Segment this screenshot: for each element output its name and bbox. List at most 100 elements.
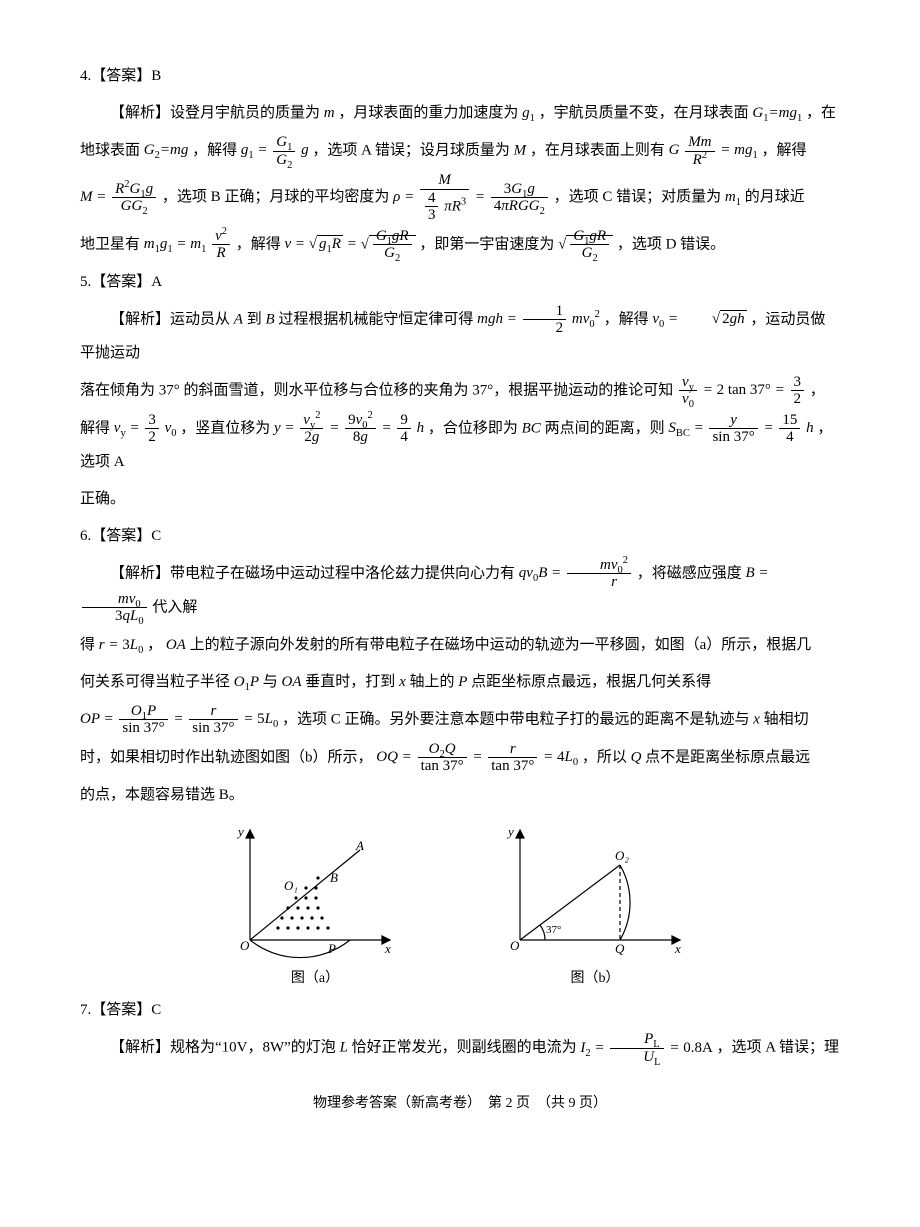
q6-explain-2: 得 r = 3L0 ， OA 上的粒子源向外发射的所有带电粒子在磁场中运动的轨迹… bbox=[80, 629, 840, 662]
svg-text:37°: 37° bbox=[546, 924, 561, 936]
t: ，选项 A 错误；理 bbox=[717, 1040, 840, 1056]
t: 轴相切 bbox=[764, 711, 809, 727]
eq-v0: v0 = √2gh bbox=[652, 311, 746, 327]
svg-text:O₁: O₁ bbox=[284, 878, 298, 893]
eq-mgh: mgh = 12 mv02 bbox=[477, 311, 600, 327]
eq-m1g1: m1g1 = m1 v2R bbox=[144, 236, 232, 252]
t: ，在 bbox=[806, 105, 836, 121]
figure-a-caption: 图（a） bbox=[230, 964, 400, 995]
t: ， bbox=[810, 382, 825, 398]
figure-a: O x y P A B O₁ 图（a） bbox=[230, 820, 400, 995]
page-footer: 物理参考答案（新高考卷） 第 2 页 （共 9 页） bbox=[80, 1089, 840, 1120]
q4-explain-1: 【解析】设登月宇航员的质量为 m ，月球表面的重力加速度为 g1 ，宇航员质量不… bbox=[80, 97, 840, 130]
sym-OA2: OA bbox=[282, 674, 302, 690]
t: ，宇航员质量不变，在月球表面 bbox=[539, 105, 749, 121]
sym-x2: x bbox=[753, 711, 760, 727]
sym-g1: g1 bbox=[522, 105, 535, 121]
q5-explain-1: 【解析】运动员从 A 到 B 过程根据机械能守恒定律可得 mgh = 12 mv… bbox=[80, 303, 840, 370]
t: 过程根据机械能守恒定律可得 bbox=[278, 311, 473, 327]
svg-text:O: O bbox=[510, 938, 520, 953]
t: 解得 bbox=[80, 420, 110, 436]
t: ，将磁感应强度 bbox=[637, 565, 742, 581]
eq-vy: vy = 32 v0 bbox=[114, 420, 177, 436]
t: ，选项 C 错误；对质量为 bbox=[554, 189, 722, 205]
t: 【解析】设登月宇航员的质量为 bbox=[110, 105, 320, 121]
eq-OQ: OQ = O2Qtan 37° = rtan 37° = 4L0 bbox=[376, 749, 578, 765]
t: 轴上的 bbox=[409, 674, 454, 690]
t: ，即第一宇宙速度为 bbox=[419, 236, 554, 252]
q7-explain-1: 【解析】规格为“10V，8W”的灯泡 L 恰好正常发光，则副线圈的电流为 I2 … bbox=[80, 1031, 840, 1065]
t: ，选项 B 正确；月球的平均密度为 bbox=[162, 189, 390, 205]
eq: G2=mg bbox=[144, 142, 189, 158]
t: 【解析】带电粒子在磁场中运动过程中洛伦兹力提供向心力有 bbox=[110, 565, 515, 581]
svg-text:B: B bbox=[330, 870, 338, 885]
svg-text:O₂: O₂ bbox=[615, 848, 629, 863]
q6-explain-5: 时，如果相切时作出轨迹图如图（b）所示， OQ = O2Qtan 37° = r… bbox=[80, 741, 840, 775]
svg-text:y: y bbox=[236, 824, 244, 839]
eq-g1: g1 = G1G2 g bbox=[241, 142, 309, 158]
sym-P: P bbox=[458, 674, 467, 690]
eq-M: M = R2G1gGG2 bbox=[80, 189, 158, 205]
sym-x: x bbox=[399, 674, 406, 690]
t: 与 bbox=[263, 674, 278, 690]
q5-explain-4: 正确。 bbox=[80, 483, 840, 516]
sym-BC: BC bbox=[522, 420, 541, 436]
eq-GMm: G MmR2 = mg1 bbox=[669, 142, 758, 158]
t: 两点间的距离，则 bbox=[545, 420, 665, 436]
sym-M: M bbox=[514, 142, 527, 158]
eq-SBC: SBC = ysin 37° = 154 h bbox=[668, 420, 813, 436]
t: 到 bbox=[247, 311, 262, 327]
t: 得 bbox=[80, 637, 95, 653]
t: ，选项 C 正确。另外要注意本题中带电粒子打的最远的距离不是轨迹与 bbox=[282, 711, 750, 727]
t: 落在倾角为 37° 的斜面雪道，则水平位移与合位移的夹角为 37°，根据平抛运动… bbox=[80, 382, 673, 398]
sym-L: L bbox=[340, 1040, 348, 1056]
t: ，解得 bbox=[761, 142, 806, 158]
q6-explain-6: 的点，本题容易错选 B。 bbox=[80, 779, 840, 812]
sym-OA: OA bbox=[166, 637, 186, 653]
t: ，竖直位移为 bbox=[180, 420, 270, 436]
q5-explain-2: 落在倾角为 37° 的斜面雪道，则水平位移与合位移的夹角为 37°，根据平抛运动… bbox=[80, 374, 840, 408]
svg-text:P: P bbox=[327, 941, 336, 956]
eq-v1: √G1gRG2 bbox=[558, 236, 613, 252]
t: 点距坐标原点最远，根据几何关系得 bbox=[471, 674, 711, 690]
sym-m1: m1 bbox=[725, 189, 741, 205]
figure-b: O x y Q O₂ 37° 图（b） bbox=[500, 820, 690, 995]
eq-v: v = √g1R = √G1gRG2 bbox=[285, 236, 416, 252]
t: 【解析】运动员从 bbox=[110, 311, 230, 327]
t: 地球表面 bbox=[80, 142, 140, 158]
eq-vyv0: vyv0 = 2 tan 37° = 32 bbox=[677, 382, 806, 398]
svg-text:x: x bbox=[384, 941, 391, 956]
eq-I2: I2 = PLUL = 0.8A bbox=[580, 1040, 712, 1056]
figure-row: O x y P A B O₁ 图（a） O x y Q bbox=[80, 820, 840, 995]
svg-text:x: x bbox=[674, 941, 681, 956]
eq-r: r = 3L0 bbox=[99, 637, 144, 653]
sym-A: A bbox=[234, 311, 243, 327]
t: 的月球近 bbox=[745, 189, 805, 205]
t: ，解得 bbox=[236, 236, 281, 252]
svg-text:A: A bbox=[355, 838, 364, 853]
t: 时，如果相切时作出轨迹图如图（b）所示， bbox=[80, 749, 373, 765]
t: ，所以 bbox=[582, 749, 627, 765]
q4-answer: 4.【答案】B bbox=[80, 60, 840, 93]
t: ， bbox=[147, 637, 162, 653]
sym-B: B bbox=[265, 311, 274, 327]
q6-explain-3: 何关系可得当粒子半径 O1P 与 OA 垂直时，打到 x 轴上的 P 点距坐标原… bbox=[80, 666, 840, 699]
t: 【解析】规格为“10V，8W”的灯泡 bbox=[110, 1040, 336, 1056]
svg-text:y: y bbox=[506, 824, 514, 839]
q5-explain-3: 解得 vy = 32 v0 ，竖直位移为 y = vy22g = 9v028g … bbox=[80, 412, 840, 479]
q7-answer: 7.【答案】C bbox=[80, 994, 840, 1027]
t: ，月球表面的重力加速度为 bbox=[338, 105, 518, 121]
q5-answer: 5.【答案】A bbox=[80, 266, 840, 299]
t: ，选项 A 错误；设月球质量为 bbox=[312, 142, 510, 158]
sym-O1P: O1P bbox=[234, 674, 259, 690]
q6-answer: 6.【答案】C bbox=[80, 520, 840, 553]
eq-rho: ρ = M43 πR3 = 3G1g4πRGG2 bbox=[393, 189, 550, 205]
q4-explain-2: 地球表面 G2=mg ，解得 g1 = G1G2 g ，选项 A 错误；设月球质… bbox=[80, 134, 840, 168]
eq-OP: OP = O1Psin 37° = rsin 37° = 5L0 bbox=[80, 711, 278, 727]
eq: G1=mg1 bbox=[752, 105, 802, 121]
q6-explain-1: 【解析】带电粒子在磁场中运动过程中洛伦兹力提供向心力有 qv0B = mv02r… bbox=[80, 557, 840, 625]
t: 恰好正常发光，则副线圈的电流为 bbox=[352, 1040, 577, 1056]
sym-Q: Q bbox=[631, 749, 642, 765]
eq-qvB: qv0B = mv02r bbox=[519, 565, 633, 581]
figure-b-caption: 图（b） bbox=[500, 964, 690, 995]
